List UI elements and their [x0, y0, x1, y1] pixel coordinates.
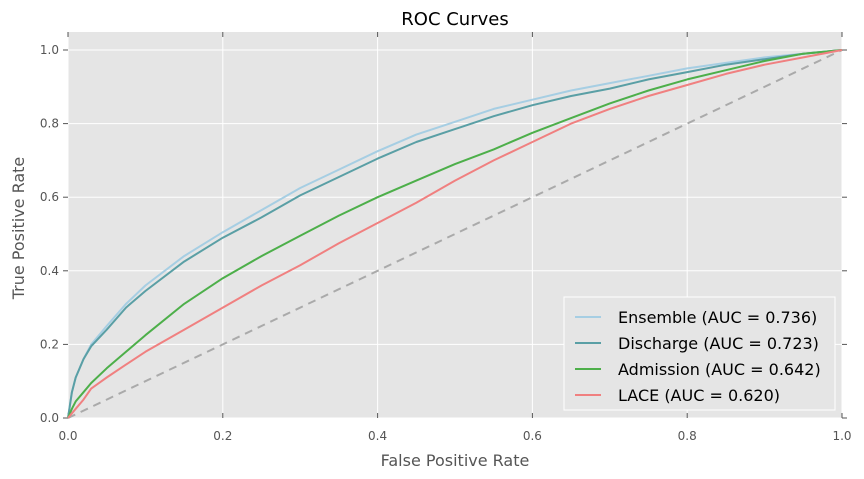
- legend-label: Discharge (AUC = 0.723): [618, 334, 819, 353]
- series-lines: [67, 49, 843, 419]
- legend-label: Ensemble (AUC = 0.736): [618, 308, 817, 327]
- y-tick-label: 0.2: [40, 337, 59, 351]
- x-tick-label: 0.0: [58, 429, 77, 443]
- y-axis-label: True Positive Rate: [9, 157, 28, 301]
- chart-title: ROC Curves: [401, 9, 508, 30]
- y-tick-label: 0.0: [40, 411, 59, 425]
- series-line-discharge: [67, 49, 843, 419]
- legend-box: [563, 296, 836, 411]
- series-line-lace: [67, 49, 843, 419]
- x-axis-label: False Positive Rate: [381, 451, 530, 470]
- y-tick-label: 1.0: [40, 43, 59, 57]
- series-line-admission: [67, 49, 843, 419]
- series-line-ensemble: [67, 49, 843, 419]
- y-tick-label: 0.4: [40, 264, 59, 278]
- grid-lines: [67, 32, 843, 419]
- x-tick-label: 0.6: [523, 429, 542, 443]
- x-tick-label: 0.8: [678, 429, 697, 443]
- axis-ticks: 0.0 0.2 0.4 0.6 0.8 1.0 0.0 0.2 0.4 0.6 0.8 1.0: [40, 32, 852, 443]
- legend-label: LACE (AUC = 0.620): [618, 386, 780, 405]
- x-tick-label: 1.0: [832, 429, 851, 443]
- x-tick-label: 0.2: [213, 429, 232, 443]
- chance-line: [67, 49, 843, 419]
- y-tick-label: 0.8: [40, 117, 59, 131]
- y-tick-label: 0.6: [40, 190, 59, 204]
- legend-label: Admission (AUC = 0.642): [618, 360, 821, 379]
- x-tick-label: 0.4: [368, 429, 387, 443]
- legend: Ensemble (AUC = 0.736) Discharge (AUC = 0…: [563, 296, 836, 411]
